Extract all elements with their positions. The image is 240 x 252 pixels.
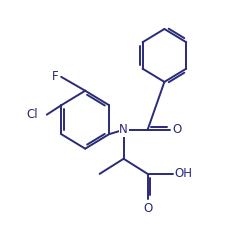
Text: F: F [52, 70, 59, 83]
Text: Cl: Cl [27, 108, 38, 121]
Text: OH: OH [174, 167, 192, 180]
Text: O: O [173, 123, 182, 136]
Text: N: N [119, 123, 128, 136]
Text: O: O [143, 202, 152, 215]
